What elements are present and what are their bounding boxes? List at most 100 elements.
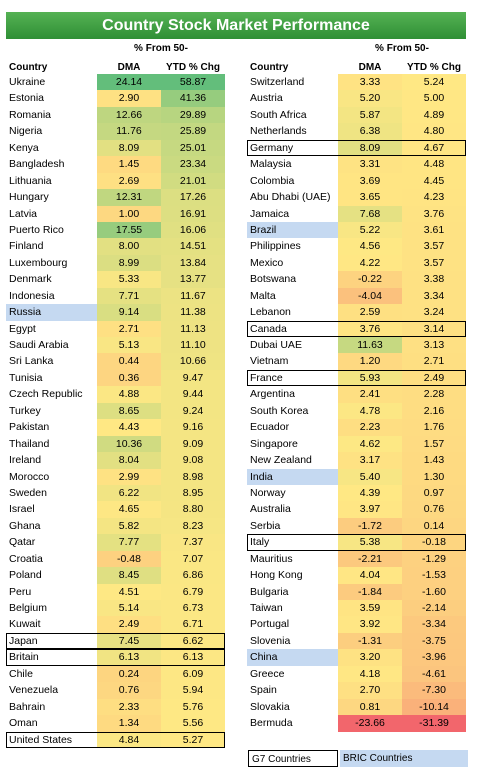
ytd-value: 3.34 (402, 287, 466, 305)
ytd-value: 0.14 (402, 517, 466, 535)
dma-value: -1.31 (338, 632, 402, 650)
dma-value: 4.88 (97, 386, 161, 403)
table-row: Austria 5.20 5.00 (247, 90, 467, 107)
table-row: Latvia 1.00 16.91 (6, 205, 226, 222)
country-label: Denmark (9, 273, 52, 286)
ytd-value: 58.87 (161, 74, 225, 91)
ytd-value: 6.62 (161, 632, 225, 650)
country-label: South Korea (250, 404, 309, 417)
dma-value: 8.09 (97, 139, 161, 157)
country-label: Ireland (9, 454, 42, 467)
country-label: Romania (9, 108, 52, 121)
dma-value: 6.38 (338, 123, 402, 140)
country-label: Netherlands (250, 125, 307, 138)
country-label: Mexico (250, 256, 284, 269)
ytd-value: 17.26 (161, 189, 225, 206)
dma-value: 2.99 (97, 468, 161, 485)
dma-value: 4.22 (338, 254, 402, 272)
country-label: Hungary (9, 191, 49, 204)
country-label: Indonesia (9, 289, 55, 302)
table-row: Nigeria 11.76 25.89 (6, 123, 226, 140)
country-label: Kenya (9, 141, 39, 154)
table-row: Romania 12.66 29.89 (6, 106, 226, 124)
table-row: United States 4.84 5.27 (6, 731, 226, 748)
table-row: Mauritius -2.21 -1.29 (247, 550, 467, 568)
dma-value: 11.76 (97, 123, 161, 140)
dma-value: 10.36 (97, 435, 161, 453)
country-label: Japan (9, 634, 38, 647)
ytd-value: 7.07 (161, 550, 225, 568)
ytd-value: -4.61 (402, 665, 466, 683)
table-row: Malaysia 3.31 4.48 (247, 156, 467, 173)
dma-value: 4.62 (338, 435, 402, 453)
ytd-value: -1.29 (402, 550, 466, 568)
table-row: Bermuda -23.66 -31.39 (247, 715, 467, 732)
table-row: Hong Kong 4.04 -1.53 (247, 567, 467, 584)
ytd-value: 23.34 (161, 156, 225, 173)
ytd-value: 29.89 (161, 106, 225, 124)
country-label: Bermuda (250, 717, 293, 730)
country-label: Australia (250, 503, 291, 516)
table-row: Australia 3.97 0.76 (247, 501, 467, 518)
dma-value: 3.33 (338, 74, 402, 91)
dma-value: 2.49 (97, 616, 161, 633)
table-row: Indonesia 7.71 11.67 (6, 287, 226, 305)
table-row: Thailand 10.36 9.09 (6, 435, 226, 453)
table-row: Botswana -0.22 3.38 (247, 271, 467, 288)
dma-value: 3.65 (338, 189, 402, 206)
table-row: Czech Republic 4.88 9.44 (6, 386, 226, 403)
table-row: Hungary 12.31 17.26 (6, 189, 226, 206)
dma-value: 24.14 (97, 74, 161, 91)
ytd-value: 5.76 (161, 698, 225, 716)
country-label: Lebanon (250, 306, 291, 319)
ytd-value: 6.73 (161, 600, 225, 617)
ytd-value: 9.44 (161, 386, 225, 403)
ytd-value: 7.37 (161, 534, 225, 551)
dma-value: 5.20 (338, 90, 402, 107)
table-row: Philippines 4.56 3.57 (247, 238, 467, 255)
ytd-value: -0.18 (402, 534, 466, 551)
table-row: Kuwait 2.49 6.71 (6, 616, 226, 633)
dma-value: 3.20 (338, 649, 402, 666)
country-label: Belgium (9, 602, 47, 614)
table-row: South Africa 5.87 4.89 (247, 106, 467, 124)
country-label: Britain (9, 651, 39, 664)
country-label: Switzerland (250, 76, 305, 88)
dma-value: 6.22 (97, 484, 161, 502)
dma-value: 17.55 (97, 221, 161, 239)
country-label: Brazil (247, 221, 338, 239)
dma-value: 5.33 (97, 271, 161, 288)
country-label: Sri Lanka (9, 355, 54, 368)
country-label: Kuwait (9, 618, 41, 631)
country-label: India (247, 468, 338, 485)
table-row: Ireland 8.04 9.08 (6, 452, 226, 469)
dma-value: 4.51 (97, 583, 161, 600)
country-label: Morocco (9, 470, 50, 483)
ytd-value: 4.48 (402, 156, 466, 173)
ytd-value: 3.61 (402, 221, 466, 239)
dma-value: -0.48 (97, 550, 161, 568)
dma-value: 4.78 (338, 402, 402, 420)
ytd-value: 8.23 (161, 517, 225, 535)
dma-value: 4.39 (338, 484, 402, 502)
country-label: China (247, 649, 338, 666)
dma-value: 1.00 (97, 205, 161, 222)
dma-value: 5.87 (338, 106, 402, 124)
country-label: Malaysia (250, 158, 292, 171)
dma-value: 7.45 (97, 632, 161, 650)
table-row: Italy 5.38 -0.18 (247, 534, 467, 551)
country-label: Italy (250, 536, 270, 549)
ytd-value: 3.57 (402, 254, 466, 272)
country-label: Egypt (9, 322, 36, 335)
table-row: Norway 4.39 0.97 (247, 484, 467, 502)
table-row: Mexico 4.22 3.57 (247, 254, 467, 272)
dma-value: -23.66 (338, 715, 402, 732)
ytd-value: 11.38 (161, 304, 225, 321)
ytd-value: 5.56 (161, 715, 225, 732)
country-label: Venezuela (9, 684, 59, 697)
table-row: Argentina 2.41 2.28 (247, 386, 467, 403)
country-label: Canada (250, 322, 287, 335)
ytd-value: 11.13 (161, 320, 225, 337)
table-row: India 5.40 1.30 (247, 468, 467, 485)
dma-value: 5.38 (338, 534, 402, 551)
